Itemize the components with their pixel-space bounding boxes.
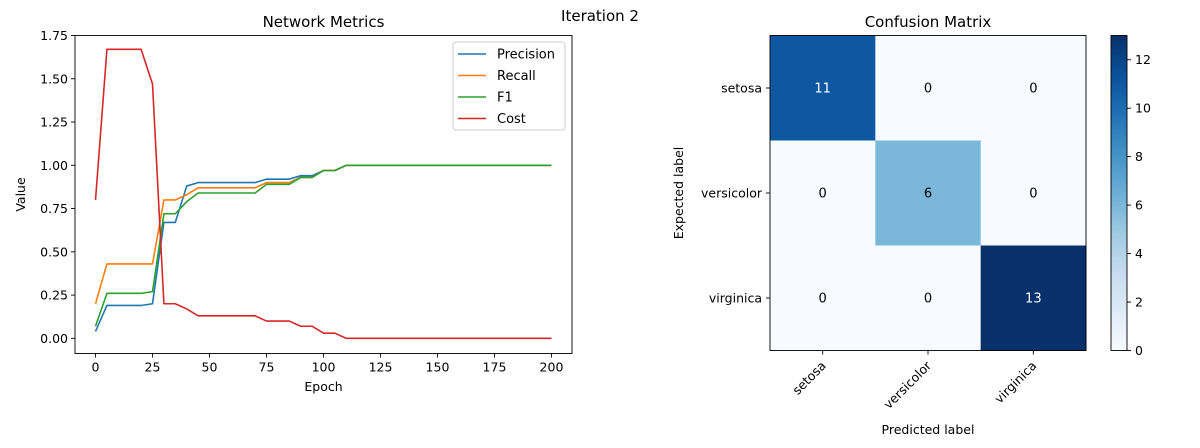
matrix-cell [875,245,982,351]
colorbar-tick-label: 8 [1135,149,1143,164]
confusion-matrix: Confusion Matrix 11 0 0 0 6 0 0 0 13 setosa versi… [671,13,1087,437]
matrix-cell [770,35,876,141]
confusion-matrix-row-ticks: setosa versicolor virginica [701,81,770,306]
colorbar-tick-label: 4 [1135,246,1143,261]
col-tick-label: setosa [789,358,829,398]
y-tick-label: 0.50 [40,244,68,259]
line-chart-title: Network Metrics [263,13,385,31]
matrix-cell-value: 0 [1029,82,1037,97]
colorbar-ticks: 0 2 4 6 8 10 12 [1127,52,1151,358]
x-tick-label: 200 [540,360,564,375]
col-tick-label: virginica [991,358,1039,406]
x-tick-label: 100 [312,360,336,375]
confusion-matrix-col-ticks: setosa versicolor virginica [789,350,1039,412]
line-chart: Network Metrics 0.00 0.25 0.50 0.75 1.00 1.25… [13,13,573,394]
matrix-cell [770,140,876,246]
confusion-matrix-title: Confusion Matrix [865,13,992,31]
colorbar-tick-label: 12 [1135,52,1151,67]
confusion-matrix-y-label: Expected label [671,147,686,240]
line-series-group [94,48,552,340]
colorbar: 0 2 4 6 8 10 12 [1110,35,1151,358]
series-line-cost [94,48,552,340]
confusion-matrix-cells: 11 0 0 0 6 0 0 0 13 [770,35,1087,351]
matrix-cell-value: 0 [1029,187,1037,202]
matrix-cell-value: 0 [924,82,932,97]
matrix-cell [980,245,1087,351]
row-tick-label: versicolor [701,186,763,201]
matrix-cell [980,140,1087,246]
confusion-matrix-x-label: Predicted label [882,422,975,437]
y-tick-label: 1.25 [40,115,68,130]
x-tick-label: 0 [92,360,100,375]
line-x-ticks: 0 25 50 75 100 125 150 175 200 [92,353,564,375]
line-legend: Precision Recall F1 Cost [452,41,566,131]
y-tick-label: 0.00 [40,331,68,346]
colorbar-tick-label: 0 [1135,343,1143,358]
matrix-cell [875,35,982,141]
x-tick-label: 125 [369,360,393,375]
x-tick-label: 50 [202,360,218,375]
figure-suptitle: Iteration 2 [561,7,639,25]
matrix-cell-value: 11 [814,82,831,97]
y-tick-label: 0.25 [40,288,68,303]
y-tick-label: 1.75 [40,28,68,43]
legend-label-recall: Recall [497,69,536,84]
legend-label-precision: Precision [497,48,555,63]
series-line-f1 [94,164,552,327]
series-line-precision [94,164,552,332]
colorbar-tick-label: 2 [1135,295,1143,310]
matrix-cell-value: 0 [819,292,827,307]
y-tick-label: 1.50 [40,71,68,86]
matrix-cell [875,140,982,246]
legend-label-f1: F1 [497,91,513,106]
matrix-cell [980,35,1087,141]
line-y-axis-label: Value [13,177,28,212]
matrix-cell [770,245,876,351]
row-tick-label: virginica [709,291,762,306]
series-line-recall [94,164,552,304]
x-tick-label: 175 [483,360,507,375]
line-plot-frame [74,35,573,354]
line-y-ticks: 0.00 0.25 0.50 0.75 1.00 1.25 1.50 1.75 [40,28,75,346]
col-tick-label: versicolor [880,357,934,411]
x-tick-label: 150 [426,360,450,375]
x-tick-label: 25 [145,360,161,375]
legend-box [452,41,566,131]
colorbar-tick-label: 6 [1135,198,1143,213]
line-x-axis-label: Epoch [304,379,342,394]
colorbar-tick-label: 10 [1135,101,1151,116]
colorbar-gradient [1110,35,1128,351]
y-tick-label: 1.00 [40,158,68,173]
matrix-cell-value: 0 [924,292,932,307]
y-tick-label: 0.75 [40,201,68,216]
matrix-cell-value: 13 [1025,292,1042,307]
row-tick-label: setosa [721,81,762,96]
legend-label-cost: Cost [497,112,526,127]
matrix-cell-value: 0 [819,187,827,202]
x-tick-label: 75 [259,360,275,375]
matrix-cell-value: 6 [924,187,932,202]
